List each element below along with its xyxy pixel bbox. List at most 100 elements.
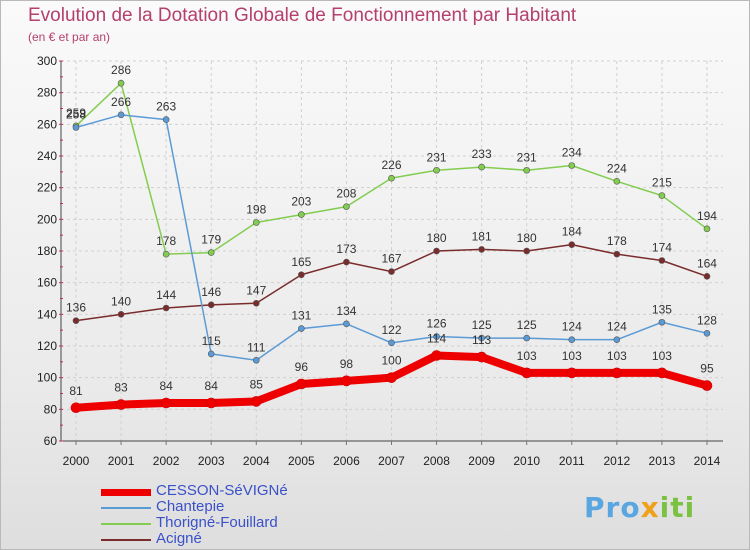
logo-part: iti (659, 491, 696, 524)
data-point (433, 166, 440, 174)
data-point (658, 257, 666, 264)
data-point (343, 320, 350, 328)
data-label: 113 (472, 333, 491, 347)
data-point (478, 246, 485, 253)
data-point (388, 174, 395, 182)
y-tick-label: 200 (37, 212, 57, 226)
data-point (162, 116, 170, 123)
x-tick-label: 2007 (378, 454, 405, 468)
data-point (252, 356, 260, 364)
x-tick-label: 2006 (333, 454, 360, 468)
data-point (431, 350, 442, 361)
data-point (343, 258, 350, 266)
data-label: 103 (517, 349, 537, 363)
y-tick-label: 140 (37, 307, 57, 321)
data-label: 178 (156, 234, 176, 248)
data-point (703, 273, 711, 280)
data-label: 165 (291, 255, 311, 269)
data-label: 263 (156, 100, 176, 114)
data-point (701, 380, 713, 391)
data-point (388, 339, 395, 347)
data-label: 140 (111, 294, 131, 308)
data-label: 96 (295, 360, 309, 374)
y-tick-label: 180 (37, 244, 57, 258)
data-label: 85 (250, 377, 264, 391)
data-point (207, 350, 215, 358)
x-tick-label: 2003 (198, 454, 225, 468)
data-point (252, 219, 260, 226)
data-label: 111 (247, 340, 266, 354)
data-label: 181 (472, 229, 492, 243)
data-point (566, 367, 578, 379)
data-labels: 136 140 144 146 147 165 173 167 180 181 180 184 178 1… (66, 63, 717, 398)
data-label: 81 (69, 384, 83, 398)
data-label: 180 (517, 231, 537, 245)
data-label: 115 (202, 334, 221, 348)
data-point (568, 162, 576, 169)
y-tick-label: 80 (44, 402, 58, 416)
data-point (523, 166, 531, 174)
data-point (341, 375, 352, 387)
data-point (117, 311, 125, 318)
data-label: 125 (517, 318, 537, 332)
data-point (72, 317, 80, 324)
data-label: 184 (562, 225, 582, 239)
data-point (298, 211, 305, 218)
data-point (703, 225, 711, 233)
data-label: 198 (246, 203, 266, 217)
data-label: 84 (205, 379, 219, 393)
data-label: 180 (427, 231, 447, 245)
data-point (523, 334, 531, 342)
x-tick-label: 2004 (243, 454, 270, 468)
x-tick-label: 2001 (108, 454, 135, 468)
data-label: 103 (652, 349, 672, 363)
data-point (72, 124, 80, 131)
y-tick-label: 100 (37, 371, 57, 385)
logo-part: x (640, 491, 660, 524)
data-label: 103 (607, 349, 627, 363)
x-tick-label: 2002 (153, 454, 180, 468)
data-point (117, 79, 125, 87)
legend-label: CESSON-SéVIGNé (156, 482, 288, 499)
data-label: 167 (381, 252, 401, 266)
data-label: 124 (562, 320, 582, 334)
data-label: 124 (607, 320, 627, 334)
data-point (433, 247, 440, 255)
data-label: 103 (562, 349, 582, 363)
legend-swatch-thorigne (101, 523, 151, 525)
data-point (568, 336, 576, 343)
data-point (115, 399, 127, 410)
data-label: 84 (159, 379, 173, 393)
data-point (207, 301, 215, 309)
chart-title: Evolution de la Dotation Globale de Fonc… (28, 5, 577, 26)
data-label: 135 (652, 302, 672, 316)
data-label: 100 (381, 354, 401, 368)
data-label: 126 (427, 317, 447, 331)
data-point (252, 299, 260, 307)
data-point (250, 396, 262, 407)
x-axis-ticks: 2000 2001 2002 2003 2004 2005 2006 2007 2008 2009… (63, 441, 721, 468)
data-point (162, 250, 170, 258)
data-point (207, 249, 215, 256)
data-point (703, 330, 711, 337)
data-point (162, 304, 170, 312)
x-tick-label: 2008 (423, 454, 450, 468)
data-point (478, 334, 485, 342)
data-label: 179 (201, 233, 221, 247)
data-label: 174 (652, 241, 672, 255)
y-tick-label: 120 (37, 339, 57, 353)
data-label: 125 (472, 318, 492, 332)
data-label: 224 (607, 161, 627, 175)
data-point (568, 241, 576, 248)
data-label: 122 (381, 323, 401, 337)
data-label: 114 (427, 332, 446, 346)
data-label: 147 (246, 283, 266, 297)
data-label: 128 (697, 313, 717, 327)
data-point (523, 247, 531, 255)
data-label: 259 (66, 106, 86, 120)
data-point (388, 268, 395, 275)
legend-label: Chantepie (156, 498, 225, 515)
legend-label: Acigné (156, 530, 202, 547)
